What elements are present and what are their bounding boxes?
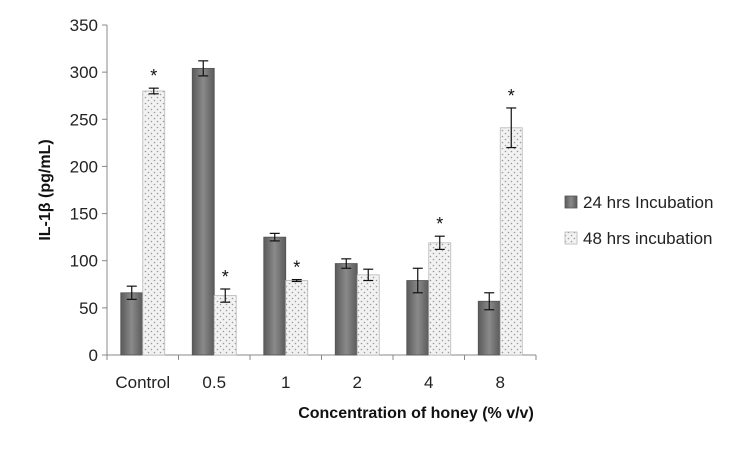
bar-24hrs (191, 67, 215, 356)
y-tick-label: 200 (70, 157, 98, 176)
bar-48hrs (356, 274, 380, 356)
significance-marker: * (293, 258, 300, 278)
x-tick-label: 4 (424, 373, 433, 392)
legend-swatch-48hrs (564, 231, 578, 245)
x-tick-label: Control (115, 373, 170, 392)
y-tick-label: 300 (70, 63, 98, 82)
legend: 24 hrs Incubation 48 hrs incubation (564, 193, 713, 248)
bar-48hrs (499, 127, 523, 356)
x-tick-label: 0.5 (202, 373, 226, 392)
significance-marker: * (508, 86, 515, 106)
y-tick-label: 350 (70, 16, 98, 35)
legend-label: 48 hrs incubation (583, 229, 712, 248)
bar-24hrs (120, 292, 144, 356)
x-tick-label: 2 (353, 373, 362, 392)
x-tick-label: 1 (281, 373, 290, 392)
bar-48hrs (142, 90, 166, 356)
y-tick-label: 100 (70, 252, 98, 271)
bar-24hrs (334, 263, 358, 356)
legend-label: 24 hrs Incubation (583, 193, 713, 212)
significance-marker: * (436, 214, 443, 234)
significance-marker: * (222, 267, 229, 287)
legend-swatch-24hrs (564, 195, 578, 209)
y-tick-label: 0 (89, 346, 98, 365)
bar-48hrs (213, 295, 237, 356)
plot-area: 0 50 100 150 200 250 300 350 Control 0.5 1 2 4 8 * * * * * (70, 16, 537, 392)
significance-marker: * (150, 66, 157, 86)
x-tick-label: 8 (496, 373, 505, 392)
y-tick-label: 50 (79, 299, 98, 318)
y-tick-label: 150 (70, 205, 98, 224)
bar-48hrs (285, 280, 309, 356)
bar-24hrs (263, 236, 287, 356)
y-axis-title: IL-1β (pg/mL) (37, 139, 54, 240)
y-tick-label: 250 (70, 110, 98, 129)
bar-48hrs (428, 242, 452, 356)
x-axis-title: Concentration of honey (% v/v) (298, 405, 534, 422)
